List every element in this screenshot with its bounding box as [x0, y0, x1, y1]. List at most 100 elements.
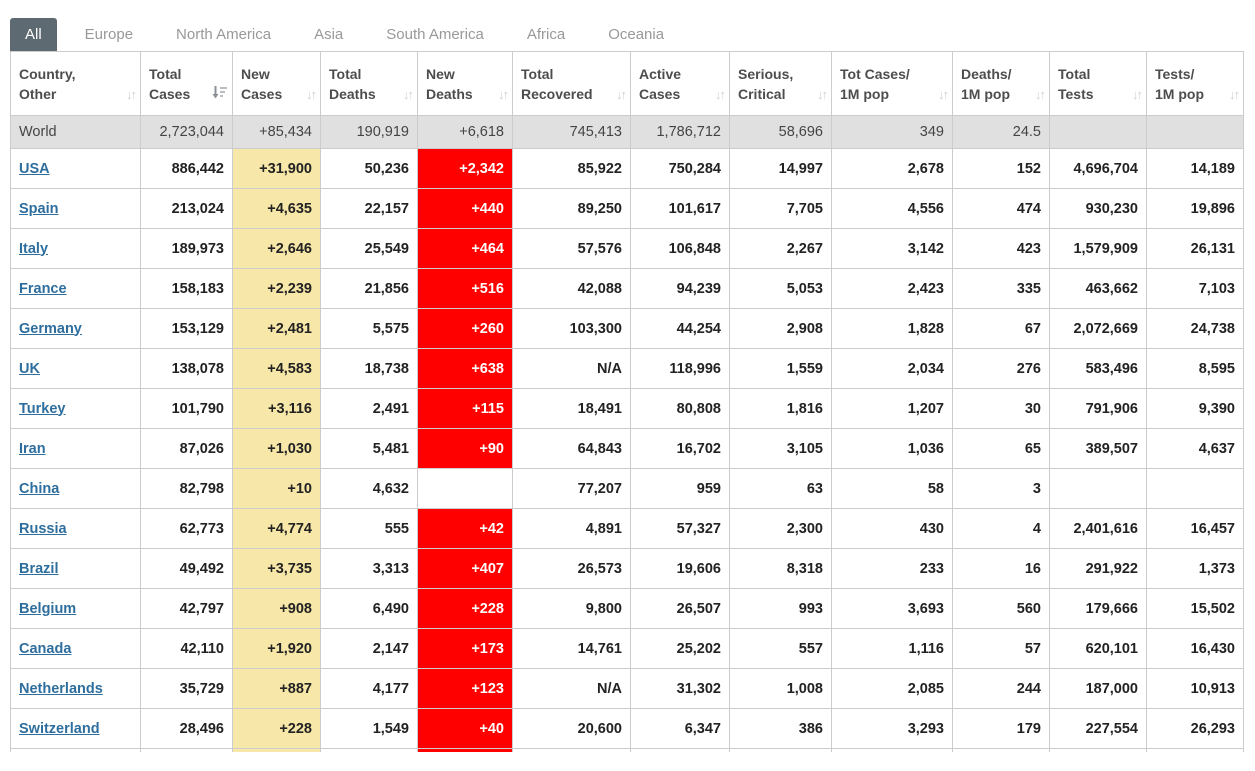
tab-south-america[interactable]: South America: [386, 26, 484, 43]
sort-unsorted-icon: ↓↑: [126, 87, 137, 102]
country-cell: Netherlands: [10, 668, 141, 709]
cell-deaths-1m-pop: 474: [952, 188, 1050, 229]
country-link-canada[interactable]: Canada: [19, 640, 72, 657]
column-header-total-cases[interactable]: Total Cases: [140, 51, 233, 116]
country-cell: Spain: [10, 188, 141, 229]
cell-serious-critical: 1,816: [729, 388, 832, 429]
header-line1: New: [426, 65, 455, 82]
sort-unsorted-icon: ↓↑: [1035, 87, 1046, 102]
header-line1: Tot Cases/: [840, 65, 910, 82]
cell-total-tests: [1049, 468, 1147, 509]
cell-serious-critical: 2,300: [729, 508, 832, 549]
column-header-tests-1m-pop[interactable]: Tests/1M pop ↓↑: [1146, 51, 1244, 116]
country-link-france[interactable]: France: [19, 280, 67, 297]
column-header-total-tests[interactable]: Total Tests ↓↑: [1049, 51, 1147, 116]
cell-tests-1m-pop: 8,595: [1146, 348, 1244, 389]
cell-active-cases: 106,848: [630, 228, 730, 269]
column-header-total-recovered[interactable]: Total Recovered ↓↑: [512, 51, 631, 116]
cell-serious-critical: 5,053: [729, 268, 832, 309]
cell-serious-critical: 1,559: [729, 348, 832, 389]
cell-tests-1m-pop: 26,131: [1146, 228, 1244, 269]
cell-tot-cases-1m-pop: 2,085: [831, 668, 953, 709]
cell-total-deaths: 25,549: [320, 228, 418, 269]
cutoff-cell: [417, 748, 513, 752]
cell-active-cases: 101,617: [630, 188, 730, 229]
country-link-brazil[interactable]: Brazil: [19, 560, 59, 577]
cell-deaths-1m-pop: 152: [952, 148, 1050, 189]
column-header-new-cases[interactable]: New Cases ↓↑: [232, 51, 321, 116]
cell-tests-1m-pop: [1146, 468, 1244, 509]
cell-new-cases: +3,735: [232, 548, 321, 589]
column-header-tot-cases-1m-pop[interactable]: Tot Cases/1M pop ↓↑: [831, 51, 953, 116]
country-cell: France: [10, 268, 141, 309]
tab-africa[interactable]: Africa: [526, 26, 566, 43]
cell-serious-critical: 1,008: [729, 668, 832, 709]
world-cell-total-tests: [1049, 115, 1147, 149]
cell-deaths-1m-pop: 3: [952, 468, 1050, 509]
cell-active-cases: 44,254: [630, 308, 730, 349]
cell-new-deaths: +40: [417, 708, 513, 749]
cell-total-recovered: N/A: [512, 668, 631, 709]
cell-tests-1m-pop: 4,637: [1146, 428, 1244, 469]
country-link-italy[interactable]: Italy: [19, 240, 49, 257]
cell-total-tests: 930,230: [1049, 188, 1147, 229]
tab-all[interactable]: All: [10, 18, 57, 51]
cell-deaths-1m-pop: 65: [952, 428, 1050, 469]
cell-new-cases: +908: [232, 588, 321, 629]
cell-new-deaths: +173: [417, 628, 513, 669]
tab-north-america[interactable]: North America: [176, 26, 272, 43]
country-link-germany[interactable]: Germany: [19, 320, 82, 337]
cell-total-deaths: 5,575: [320, 308, 418, 349]
country-link-belgium[interactable]: Belgium: [19, 600, 77, 617]
world-cell-total-recovered: 745,413: [512, 115, 631, 149]
row-canada: Canada 42,110 +1,920 2,147 +173 14,761 25,202 5…: [10, 628, 1244, 669]
cell-tests-1m-pop: 16,457: [1146, 508, 1244, 549]
tab-europe[interactable]: Europe: [84, 26, 134, 43]
tab-oceania[interactable]: Oceania: [608, 26, 665, 43]
cell-tot-cases-1m-pop: 1,828: [831, 308, 953, 349]
row-uk: UK 138,078 +4,583 18,738 +638 N/A 118,996 1,559…: [10, 348, 1244, 389]
country-link-uk[interactable]: UK: [19, 360, 40, 377]
cell-total-recovered: 77,207: [512, 468, 631, 509]
cell-total-cases: 82,798: [140, 468, 233, 509]
country-link-russia[interactable]: Russia: [19, 520, 67, 537]
cell-serious-critical: 7,705: [729, 188, 832, 229]
cell-active-cases: 118,996: [630, 348, 730, 389]
cell-total-cases: 42,797: [140, 588, 233, 629]
row-turkey: Turkey 101,790 +3,116 2,491 +115 18,491 80,808…: [10, 388, 1244, 429]
country-link-iran[interactable]: Iran: [19, 440, 46, 457]
country-link-turkey[interactable]: Turkey: [19, 400, 66, 417]
cell-deaths-1m-pop: 30: [952, 388, 1050, 429]
column-header-serious-critical[interactable]: Serious, Critical ↓↑: [729, 51, 832, 116]
world-cell-tot-cases-1m-pop: 349: [831, 115, 953, 149]
world-cell-new-cases: +85,434: [232, 115, 321, 149]
cell-total-deaths: 555: [320, 508, 418, 549]
country-link-spain[interactable]: Spain: [19, 200, 59, 217]
cell-tests-1m-pop: 19,896: [1146, 188, 1244, 229]
cell-total-tests: 187,000: [1049, 668, 1147, 709]
cell-active-cases: 19,606: [630, 548, 730, 589]
column-header-country-other[interactable]: Country, Other ↓↑: [10, 51, 141, 116]
column-header-new-deaths[interactable]: New Deaths ↓↑: [417, 51, 513, 116]
country-link-switzerland[interactable]: Switzerland: [19, 720, 100, 737]
cell-new-deaths: +115: [417, 388, 513, 429]
header-line1: New: [241, 65, 270, 82]
cell-total-tests: 291,922: [1049, 548, 1147, 589]
cell-new-deaths: +2,342: [417, 148, 513, 189]
cutoff-cell: [831, 748, 953, 752]
country-link-china[interactable]: China: [19, 480, 60, 497]
cell-tot-cases-1m-pop: 430: [831, 508, 953, 549]
country-link-usa[interactable]: USA: [19, 160, 50, 177]
column-header-active-cases[interactable]: Active Cases ↓↑: [630, 51, 730, 116]
header-line2: 1M pop: [840, 85, 889, 102]
country-link-netherlands[interactable]: Netherlands: [19, 680, 103, 697]
column-header-deaths-1m-pop[interactable]: Deaths/1M pop ↓↑: [952, 51, 1050, 116]
tab-asia[interactable]: Asia: [314, 26, 344, 43]
cell-deaths-1m-pop: 4: [952, 508, 1050, 549]
cell-active-cases: 6,347: [630, 708, 730, 749]
country-cell: UK: [10, 348, 141, 389]
cell-total-deaths: 4,177: [320, 668, 418, 709]
column-header-total-deaths[interactable]: Total Deaths ↓↑: [320, 51, 418, 116]
cell-new-cases: +2,646: [232, 228, 321, 269]
cell-new-cases: +3,116: [232, 388, 321, 429]
